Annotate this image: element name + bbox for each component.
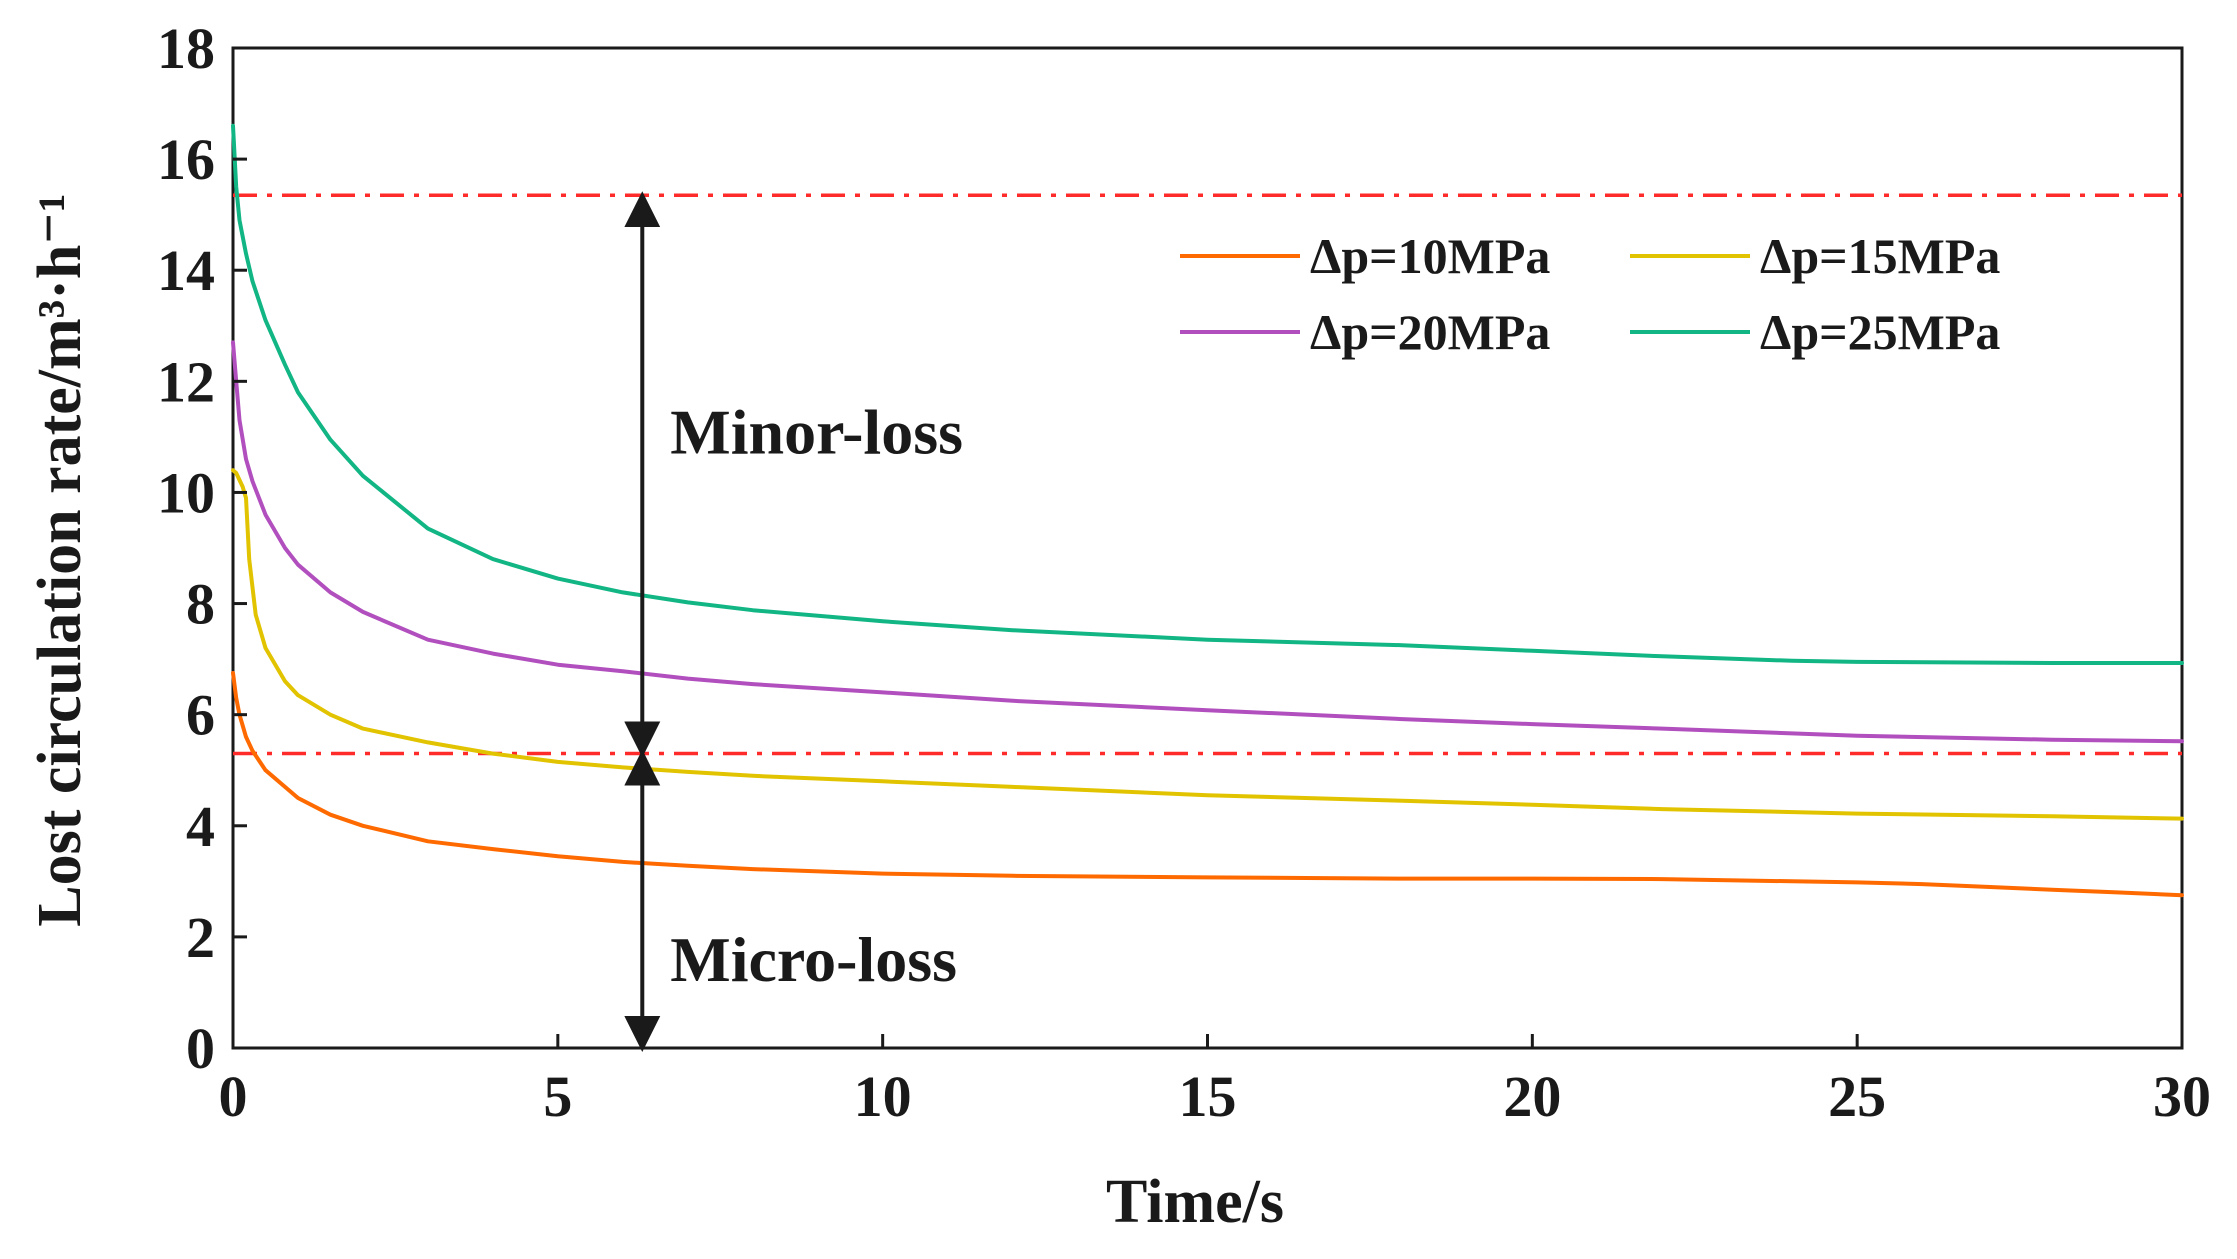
y-tick-label: 16 (157, 127, 215, 192)
y-tick-label: 12 (157, 349, 215, 414)
x-tick-label: 20 (1503, 1064, 1561, 1129)
legend-label: Δp=25MPa (1760, 304, 2000, 360)
series-line (231, 671, 2184, 898)
plot-area (231, 46, 2184, 1050)
series-line (231, 123, 2184, 665)
y-tick-label: 2 (186, 905, 215, 970)
range-annotation: Micro-loss (670, 924, 957, 995)
y-tick-label: 8 (186, 572, 215, 637)
x-axis-title: Time/s (1106, 1168, 1284, 1236)
series-line (231, 340, 2184, 744)
x-tick-label: 30 (2153, 1064, 2211, 1129)
y-tick-label: 0 (186, 1016, 215, 1081)
reference-lines (233, 193, 2182, 756)
y-axis: 0 2 4 6 8 10 12 14 16 18 (157, 16, 247, 1081)
series-lines (231, 123, 2184, 898)
legend-label: Δp=10MPa (1310, 228, 1550, 284)
x-tick-label: 5 (543, 1064, 572, 1129)
y-tick-label: 6 (186, 683, 215, 748)
legend-label: Δp=20MPa (1310, 304, 1550, 360)
y-axis-title: Lost circulation rate/m³·h⁻¹ (26, 193, 94, 926)
y-tick-label: 18 (157, 16, 215, 81)
x-tick-label: 25 (1828, 1064, 1886, 1129)
legend-label: Δp=15MPa (1760, 228, 2000, 284)
x-tick-label: 0 (219, 1064, 248, 1129)
y-tick-label: 14 (157, 238, 215, 303)
series-line (231, 468, 2184, 821)
range-annotation: Minor-loss (670, 396, 963, 467)
y-tick-label: 4 (186, 794, 215, 859)
legend: Δp=10MPa Δp=15MPa Δp=20MPa Δp=25MPa (1180, 228, 2000, 360)
x-tick-label: 10 (854, 1064, 912, 1129)
x-tick-label: 15 (1179, 1064, 1237, 1129)
x-axis: 0 5 10 15 20 25 30 (219, 1034, 2211, 1129)
y-tick-label: 10 (157, 460, 215, 525)
annotations: Minor-loss Micro-loss (624, 191, 963, 1052)
